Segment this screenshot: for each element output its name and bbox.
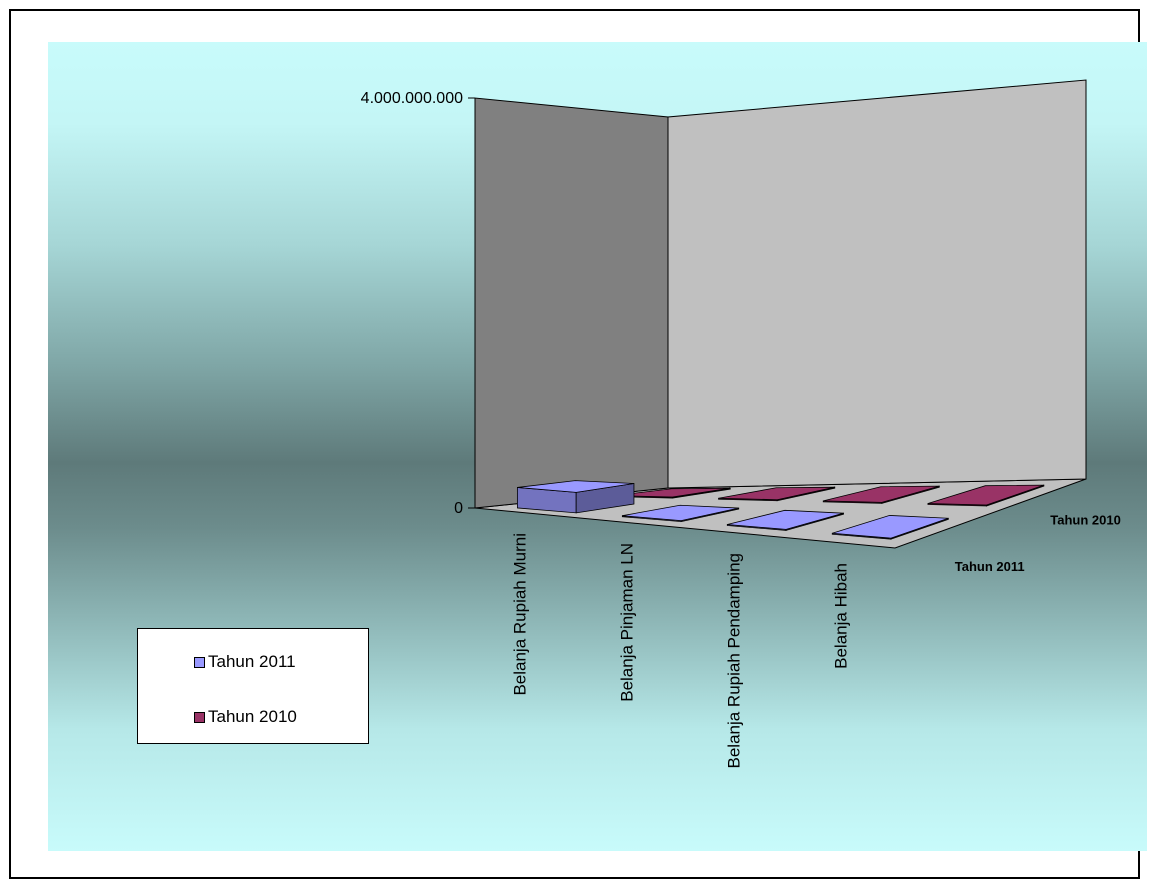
legend-label-2010: Tahun 2010 xyxy=(208,707,297,726)
legend-item-2011: Tahun 2011 xyxy=(194,652,296,672)
bar-tahun-2011-0 xyxy=(516,480,635,514)
category-label: Belanja Rupiah Murni xyxy=(511,533,530,696)
bar-tahun-2011-2 xyxy=(726,509,844,531)
bar-top-face xyxy=(517,480,635,493)
category-label: Belanja Pinjaman LN xyxy=(618,543,637,702)
bar-tahun-2011-3 xyxy=(831,515,949,540)
y-axis: 4.000.000.000 0 xyxy=(361,90,475,517)
category-label: Belanja Hibah xyxy=(832,563,851,669)
y-tick-label: 0 xyxy=(454,500,463,517)
bar-top-face xyxy=(823,485,940,503)
legend: Tahun 2011 Tahun 2010 xyxy=(137,628,369,744)
bar-tahun-2010-1 xyxy=(718,486,836,502)
bar-tahun-2011-1 xyxy=(621,504,740,523)
legend-label-2011: Tahun 2011 xyxy=(208,652,296,671)
bar-top-face xyxy=(718,486,835,501)
bar-top-face xyxy=(832,515,949,539)
bars-group xyxy=(516,480,1045,540)
depth-axis: Tahun 2011 Tahun 2010 xyxy=(955,512,1121,574)
bar-top-face xyxy=(622,504,739,522)
depth-label: Tahun 2010 xyxy=(1050,512,1121,527)
legend-item-2010: Tahun 2010 xyxy=(194,707,297,727)
category-label: Belanja Rupiah Pendamping xyxy=(725,553,744,769)
bar-top-face xyxy=(613,487,731,498)
bar-top-face xyxy=(727,509,844,530)
chart-left-wall xyxy=(474,97,669,509)
chart-back-wall xyxy=(667,79,1087,489)
y-tick-label: 4.000.000.000 xyxy=(361,90,463,107)
legend-swatch-2011 xyxy=(194,656,205,668)
bar-top-face xyxy=(927,484,1045,506)
x-axis: Belanja Rupiah Murni Belanja Pinjaman LN B… xyxy=(511,533,851,769)
bar-tahun-2010-3 xyxy=(927,484,1045,507)
depth-label: Tahun 2011 xyxy=(955,559,1025,574)
bar-tahun-2010-2 xyxy=(822,485,940,504)
chart-walls xyxy=(474,79,1087,549)
legend-swatch-2010 xyxy=(194,711,205,723)
